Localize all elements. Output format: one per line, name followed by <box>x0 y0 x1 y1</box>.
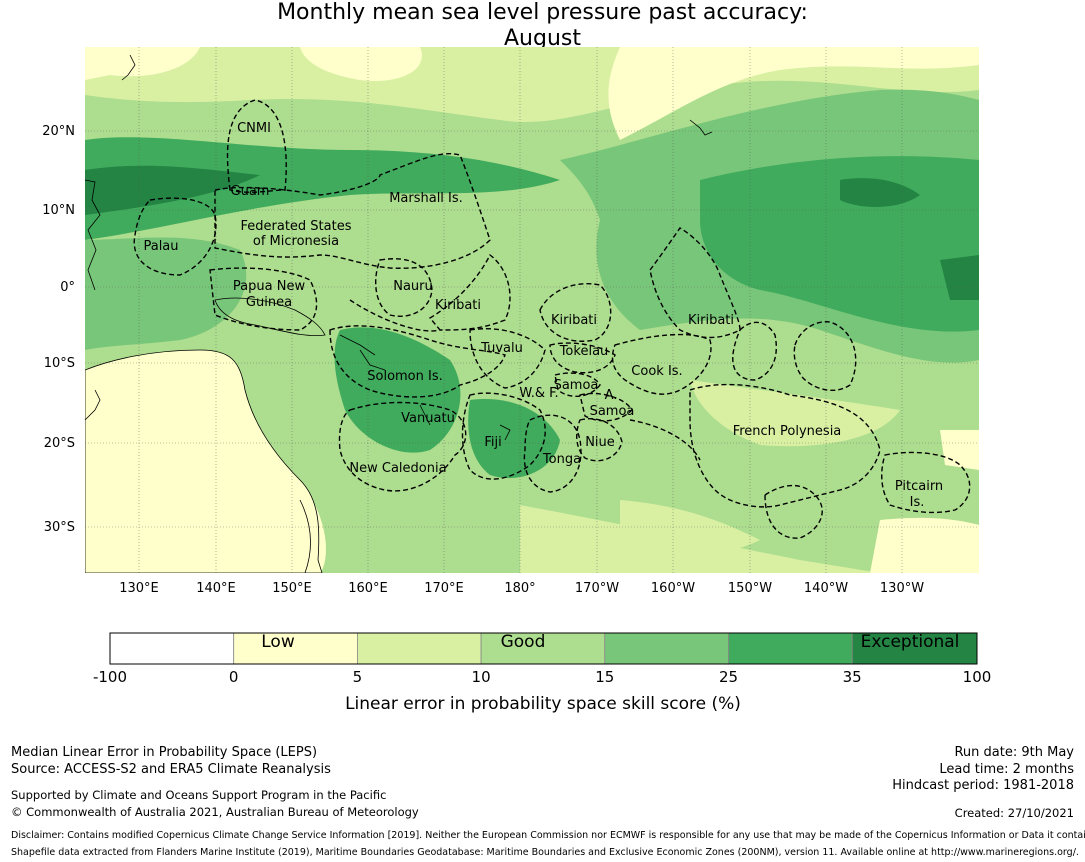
colorbar-tick: 35 <box>843 668 862 686</box>
colorbar-ticks: -100 0 5 10 15 25 35 100 <box>93 668 991 686</box>
region-label-tonga: Tonga <box>542 452 581 467</box>
graticule <box>85 47 979 573</box>
region-label-fsm-2: of Micronesia <box>253 234 339 249</box>
title-line-2: August <box>504 26 581 51</box>
region-label-kiribati-east: Kiribati <box>688 313 734 328</box>
footer-shapefile-credit: Shapefile data extracted from Flanders M… <box>11 847 1079 858</box>
footer-source: Source: ACCESS-S2 and ERA5 Climate Reana… <box>11 762 331 777</box>
region-label-pitcairn-2: Is. <box>910 495 925 510</box>
colorbar-tick: 5 <box>353 668 363 686</box>
region-label-new-caledonia: New Caledonia <box>349 461 446 476</box>
colorbar-segment <box>109 632 235 665</box>
lon-label: 150°E <box>272 581 312 596</box>
region-label-tuvalu: Tuvalu <box>480 341 523 356</box>
region-label-cnmi: CNMI <box>237 121 271 136</box>
footer-disclaimer: Disclaimer: Contains modified Copernicus… <box>11 830 1085 841</box>
region-label-kiribati-west: Kiribati <box>435 298 481 313</box>
colorbar-segment <box>356 632 482 665</box>
lon-axis: 130°E 140°E 150°E 160°E 170°E 180° 170°W… <box>119 581 924 596</box>
region-label-solomon: Solomon Is. <box>367 369 443 384</box>
region-label-american-samoa-1: A. <box>605 388 618 403</box>
region-label-french-polynesia: French Polynesia <box>733 424 842 439</box>
colorbar-categories: Low Good Exceptional <box>261 632 959 652</box>
lat-label: 20°S <box>44 436 75 451</box>
footer-created: Created: 27/10/2021 <box>954 806 1074 820</box>
footer-run-date: Run date: 9th May <box>954 745 1074 760</box>
region-label-vanuatu: Vanuatu <box>401 411 455 426</box>
region-label-marshall: Marshall Is. <box>389 191 463 206</box>
footer-support: Supported by Climate and Oceans Support … <box>11 788 387 802</box>
region-label-fsm-1: Federated States <box>241 219 352 234</box>
lon-label: 160°E <box>348 581 388 596</box>
lon-label: 130°W <box>880 581 924 596</box>
region-labels: CNMI Guam Marshall Is. Federated States … <box>143 121 943 510</box>
region-label-nauru: Nauru <box>393 279 433 294</box>
region-label-pitcairn-1: Pitcairn <box>895 479 943 494</box>
category-good: Good <box>501 632 546 652</box>
lat-label: 30°S <box>44 520 75 535</box>
lon-label: 170°E <box>424 581 464 596</box>
lon-label: 170°W <box>575 581 619 596</box>
eez-boundaries <box>133 99 971 539</box>
colorbar-segment <box>233 632 358 665</box>
lon-label: 180° <box>504 581 535 596</box>
lat-label: 20°N <box>42 124 75 139</box>
colorbar-tick: 0 <box>229 668 239 686</box>
skill-field <box>85 47 979 573</box>
lat-label: 10°N <box>42 203 75 218</box>
region-label-guam: Guam <box>231 184 270 199</box>
region-label-american-samoa-2: Samoa <box>590 404 635 419</box>
colorbar-segment <box>604 632 729 665</box>
colorbar-tick: -100 <box>93 668 127 686</box>
colorbar-segment <box>728 632 853 665</box>
coastlines <box>84 54 713 441</box>
region-label-png-2: Guinea <box>246 295 292 310</box>
colorbar-frame <box>109 632 978 665</box>
lon-label: 150°W <box>728 581 772 596</box>
region-label-kiribati-central: Kiribati <box>551 313 597 328</box>
region-label-fiji: Fiji <box>484 435 501 450</box>
region-label-png-1: Papua New <box>233 279 306 294</box>
map-title: Monthly mean sea level pressure past acc… <box>0 0 1085 52</box>
region-label-samoa: Samoa <box>554 378 599 393</box>
colorbar-tick: 15 <box>595 668 614 686</box>
footer-method: Median Linear Error in Probability Space… <box>11 745 318 760</box>
colorbar: Low Good Exceptional -100 0 5 10 15 25 3… <box>93 632 991 714</box>
map-figure: 20°N 10°N 0° 10°S 20°S 30°S 130°E 140°E … <box>42 47 979 596</box>
colorbar-tick: 100 <box>963 668 992 686</box>
colorbar-segment <box>480 632 606 665</box>
lat-label: 0° <box>60 280 75 295</box>
region-label-cook: Cook Is. <box>631 364 682 379</box>
title-line-1: Monthly mean sea level pressure past acc… <box>277 0 808 25</box>
region-label-palau: Palau <box>143 239 178 254</box>
category-exceptional: Exceptional <box>861 632 960 652</box>
category-low: Low <box>261 632 295 652</box>
region-label-tokelau: Tokelau <box>559 344 609 359</box>
footer-hindcast: Hindcast period: 1981-2018 <box>892 778 1074 793</box>
lat-axis: 20°N 10°N 0° 10°S 20°S 30°S <box>42 124 75 535</box>
lon-label: 130°E <box>119 581 159 596</box>
region-label-niue: Niue <box>585 435 615 450</box>
colorbar-label: Linear error in probability space skill … <box>345 694 741 714</box>
colorbar-tick: 10 <box>472 668 491 686</box>
colorbar-tick: 25 <box>719 668 738 686</box>
lon-label: 140°E <box>196 581 236 596</box>
region-label-wallis-futuna: W.& F. <box>519 386 558 401</box>
footer-copyright: © Commonwealth of Australia 2021, Austra… <box>11 805 419 819</box>
lon-label: 140°W <box>804 581 848 596</box>
footer-lead-time: Lead time: 2 months <box>939 762 1074 777</box>
lat-label: 10°S <box>44 356 75 371</box>
lon-label: 160°W <box>651 581 695 596</box>
